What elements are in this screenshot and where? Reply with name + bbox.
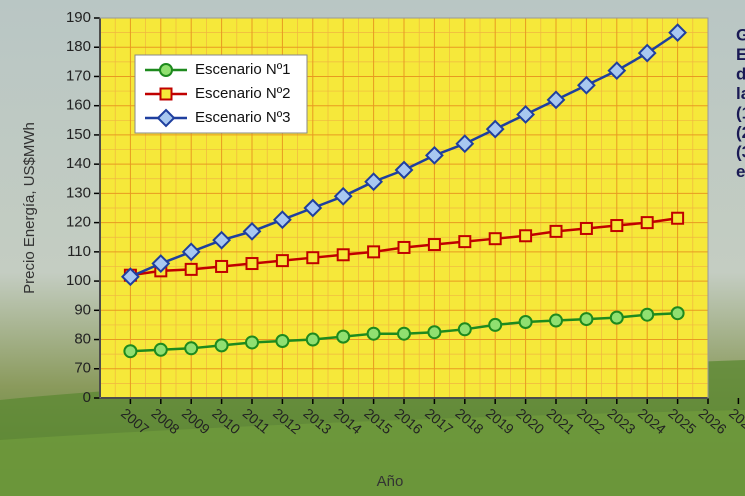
y-tick-label: 100	[66, 272, 91, 289]
legend-label: Escenario Nº1	[195, 61, 291, 78]
point	[366, 326, 381, 341]
y-tick-label: 190	[66, 9, 91, 26]
point	[153, 342, 168, 357]
point	[668, 23, 688, 43]
side-text: E	[736, 45, 745, 64]
point	[607, 61, 627, 81]
point	[424, 145, 444, 165]
point	[212, 230, 232, 250]
point	[275, 254, 289, 268]
y-tick-label: 180	[66, 38, 91, 55]
y-tick-label: 170	[66, 67, 91, 84]
point	[333, 186, 353, 206]
point	[549, 224, 563, 238]
side-text: e	[736, 162, 745, 181]
point	[576, 75, 596, 95]
y-tick-label: 150	[66, 126, 91, 143]
side-text: (3	[736, 142, 745, 161]
y-axis-label: Precio Energía, US$MWh	[21, 122, 38, 294]
point	[546, 90, 566, 110]
point	[214, 338, 229, 353]
point	[303, 198, 323, 218]
point	[427, 238, 441, 252]
legend-label: Escenario Nº3	[195, 109, 291, 126]
legend-marker	[159, 63, 173, 77]
point	[516, 105, 536, 124]
y-tick-label: 90	[74, 301, 91, 318]
point	[455, 134, 475, 154]
point	[640, 307, 655, 322]
point	[488, 317, 503, 332]
y-tick-label: 160	[66, 97, 91, 114]
point	[670, 306, 685, 321]
point	[242, 221, 262, 241]
x-axis-label: Año	[377, 473, 404, 490]
side-text: (2	[736, 123, 745, 142]
y-tick-label: 0	[83, 389, 91, 406]
point	[181, 242, 201, 262]
point	[397, 326, 411, 341]
point	[458, 235, 472, 249]
point	[215, 259, 229, 273]
plot-border	[99, 17, 709, 399]
legend-label: Escenario Nº2	[195, 85, 291, 102]
side-text: (1	[736, 103, 745, 122]
point	[120, 267, 140, 287]
point	[427, 325, 442, 340]
point	[485, 119, 505, 139]
y-tick-label: 80	[74, 331, 91, 348]
point	[457, 322, 472, 337]
point	[305, 332, 320, 347]
point	[272, 210, 292, 230]
point	[336, 329, 351, 344]
y-tick-label: 130	[66, 184, 91, 201]
point	[245, 335, 259, 350]
field	[0, 410, 745, 496]
point	[364, 172, 384, 192]
point	[245, 257, 259, 271]
point	[579, 221, 593, 235]
point	[518, 315, 533, 329]
y-tick-label: 110	[67, 243, 91, 260]
point	[367, 245, 381, 259]
point	[609, 310, 624, 325]
legend-marker	[159, 87, 173, 101]
point	[519, 229, 533, 243]
point	[336, 248, 350, 262]
side-text: la	[736, 84, 745, 103]
point	[671, 211, 685, 225]
point	[306, 251, 320, 265]
point	[275, 334, 290, 348]
point	[184, 262, 198, 276]
point	[549, 313, 563, 328]
legend-marker	[156, 108, 176, 128]
y-tick-label: 120	[66, 214, 91, 231]
point	[610, 219, 624, 233]
side-text: d	[736, 64, 745, 83]
point	[184, 341, 199, 356]
point	[488, 232, 502, 246]
point	[151, 254, 171, 273]
side-text: G	[736, 25, 745, 44]
point	[397, 240, 411, 254]
y-tick-label: 140	[66, 155, 91, 172]
point	[640, 216, 654, 230]
point	[579, 312, 594, 327]
point	[394, 160, 414, 180]
y-tick-label: 70	[74, 360, 91, 377]
point	[123, 344, 138, 359]
point	[637, 43, 657, 63]
